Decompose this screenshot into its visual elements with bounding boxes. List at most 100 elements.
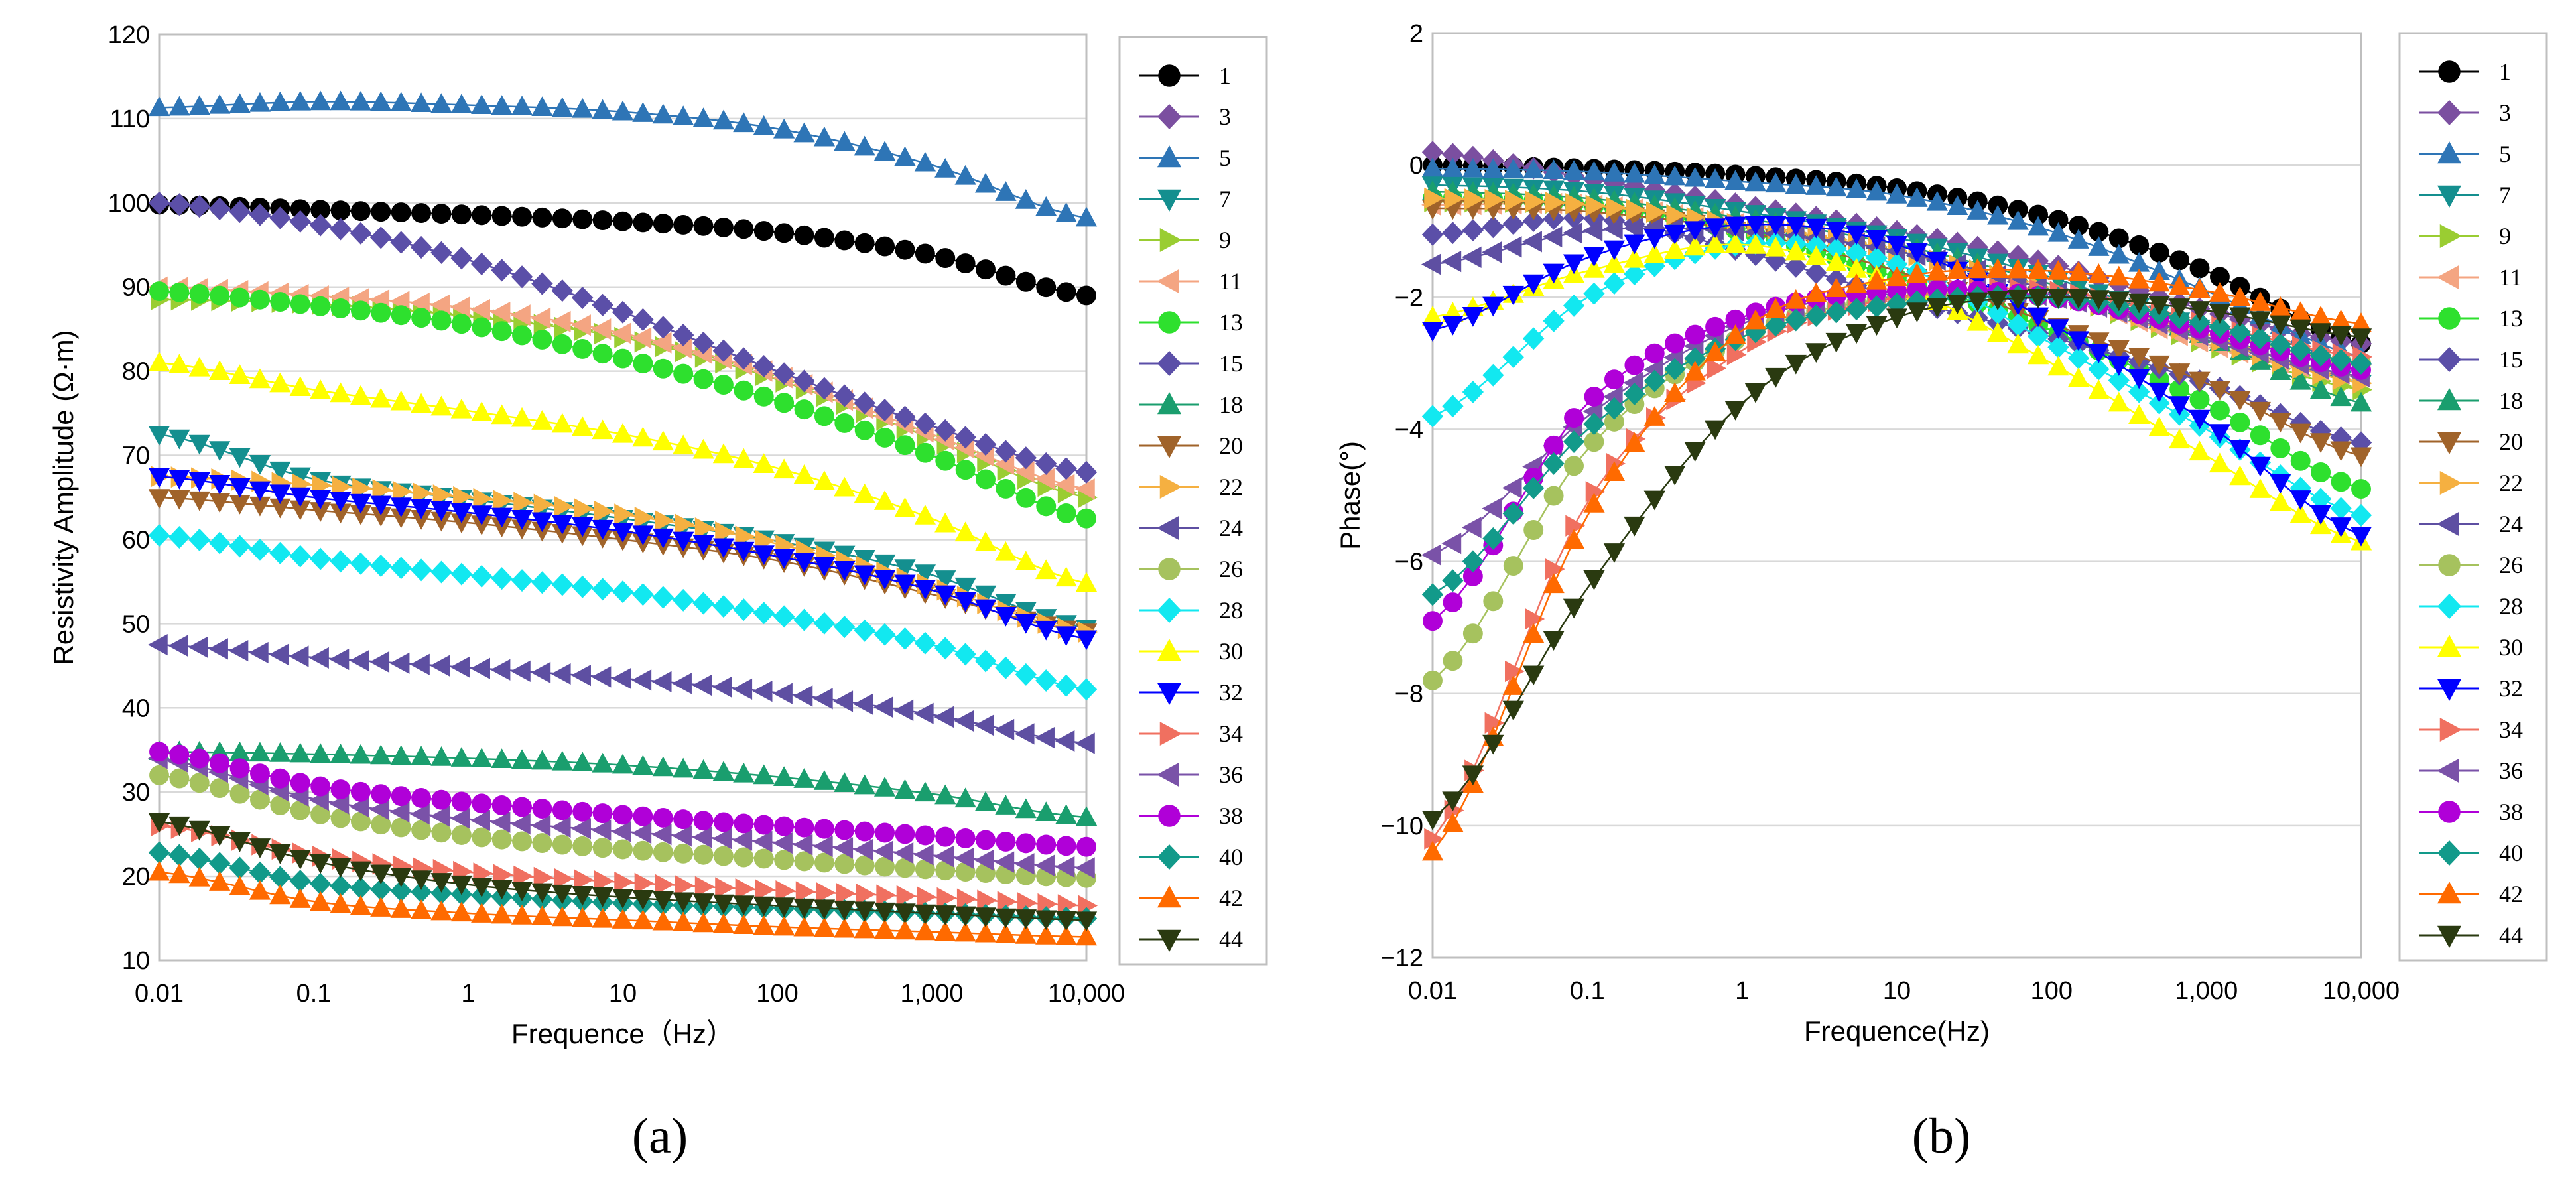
data-point [551, 573, 573, 596]
data-point [370, 878, 392, 901]
data-point [773, 915, 795, 936]
data-point [1421, 544, 1441, 566]
data-point [1504, 190, 1525, 212]
legend-label: 3 [1219, 103, 1231, 130]
legend-marker [2438, 307, 2461, 330]
data-point [189, 284, 210, 304]
data-point [1582, 220, 1603, 241]
data-point [1583, 247, 1605, 267]
data-point [1603, 272, 1626, 295]
data-point [430, 900, 452, 921]
data-point [1564, 408, 1584, 428]
data-point [1525, 190, 1545, 212]
data-point [531, 750, 553, 770]
legend-item-42: 42 [2419, 881, 2523, 907]
data-point [1825, 176, 1847, 197]
data-point [856, 884, 876, 905]
data-point [491, 903, 513, 924]
data-point [2067, 367, 2090, 387]
data-point [269, 91, 291, 111]
data-point [1624, 263, 1645, 286]
data-point [914, 631, 936, 655]
data-point [1443, 651, 1463, 671]
data-point [2007, 289, 2029, 310]
data-point [592, 838, 613, 858]
data-point [491, 567, 513, 590]
data-point [1502, 236, 1522, 258]
legend-marker [2437, 840, 2462, 866]
data-point [653, 808, 673, 828]
data-point [1845, 178, 1868, 198]
data-point [894, 574, 916, 595]
data-point [915, 243, 935, 264]
data-point [148, 813, 170, 833]
data-point [2249, 326, 2271, 350]
data-point [632, 583, 654, 606]
data-point [1583, 258, 1605, 278]
data-point [1421, 322, 1444, 342]
legend-marker [1157, 598, 1182, 623]
data-point [1664, 239, 1686, 259]
data-point [895, 824, 915, 844]
data-point [995, 656, 1017, 679]
data-point [1423, 670, 1443, 690]
data-point [209, 475, 231, 495]
data-point [976, 469, 996, 490]
data-point [1603, 253, 1626, 273]
data-point [713, 217, 734, 237]
data-point [652, 430, 674, 451]
data-point [854, 233, 875, 253]
data-point [712, 894, 735, 915]
legend-item-36: 36 [1139, 761, 1243, 788]
y-tick-label: 120 [108, 21, 150, 49]
series-38 [149, 742, 1096, 857]
data-point [653, 842, 673, 862]
data-point [2027, 216, 2049, 236]
data-point [209, 493, 231, 513]
legend-marker [1157, 762, 1179, 787]
data-point [269, 844, 291, 864]
data-point [390, 880, 412, 903]
data-point [168, 816, 190, 836]
y-tick-label: 40 [122, 694, 150, 722]
legend-label: 18 [1219, 391, 1243, 418]
data-point [1523, 520, 1544, 540]
data-point [994, 851, 1015, 873]
data-point [1442, 157, 1464, 178]
data-point [592, 293, 613, 316]
data-point [833, 690, 854, 712]
data-point [2309, 433, 2332, 453]
data-point [309, 379, 332, 399]
data-point [1035, 452, 1057, 476]
data-point [2027, 344, 2049, 365]
legend-item-32: 32 [2419, 675, 2523, 702]
data-point [330, 298, 351, 318]
data-point [1886, 308, 1908, 329]
legend-label: 1 [2499, 58, 2511, 85]
data-point [915, 825, 935, 846]
data-point [1643, 229, 1665, 249]
data-point [1543, 309, 1565, 332]
data-point [1563, 222, 1582, 244]
data-point [1603, 162, 1626, 182]
data-point [471, 401, 493, 421]
data-point [1502, 212, 1524, 235]
legend-label: 32 [1219, 679, 1243, 706]
data-point [914, 781, 936, 802]
data-point [775, 880, 796, 902]
data-point [370, 864, 392, 885]
data-point [652, 316, 674, 339]
data-point [1664, 165, 1686, 186]
data-point [1684, 235, 1706, 256]
data-point [793, 916, 815, 937]
data-point [1604, 411, 1624, 432]
legend-marker [1157, 104, 1182, 129]
data-point [550, 816, 571, 838]
data-point [1075, 911, 1098, 932]
data-point [450, 94, 473, 114]
data-point [1442, 143, 1464, 166]
data-point [310, 776, 331, 797]
data-point [652, 756, 674, 777]
x-tick-label: 0.1 [1570, 977, 1605, 1005]
data-point [1624, 516, 1645, 537]
